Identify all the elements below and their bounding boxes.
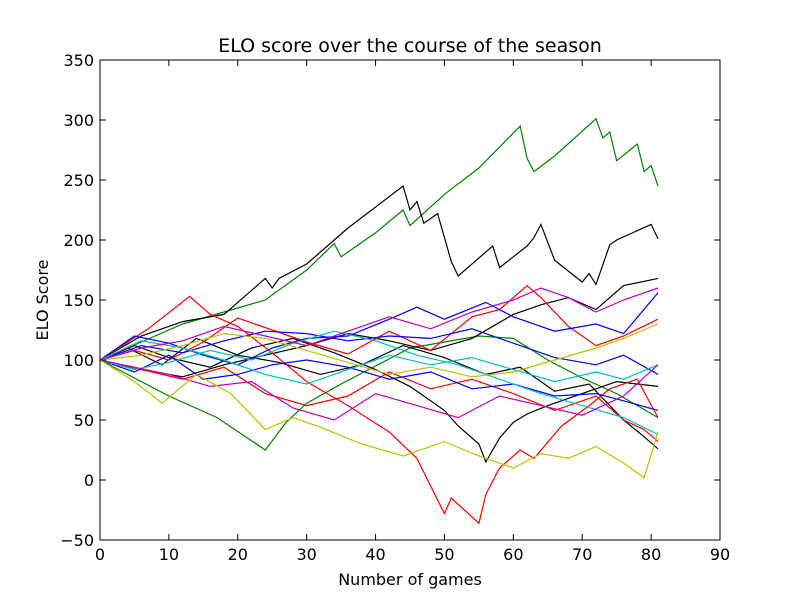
x-tick-label: 50 (434, 545, 454, 564)
x-tick-label: 90 (710, 545, 730, 564)
series-line (99, 359, 659, 421)
x-tick-label: 10 (159, 545, 179, 564)
tick-layer: 0 10 20 30 40 50 60 70 80 90−50050100150200250300… (60, 51, 730, 564)
series-line (99, 340, 659, 385)
series-line (99, 287, 659, 361)
y-tick-label: 200 (63, 231, 94, 250)
x-tick-label: 60 (503, 545, 523, 564)
series-line (99, 323, 659, 378)
y-tick-label: 150 (63, 291, 94, 310)
x-tick-label: 0 (95, 545, 105, 564)
chart-title: ELO score over the course of the season (218, 35, 602, 57)
x-tick-label: 70 (572, 545, 592, 564)
series-line (99, 359, 659, 443)
y-tick-label: 0 (84, 471, 94, 490)
y-tick-label: 50 (74, 411, 94, 430)
series-layer (99, 117, 659, 525)
y-tick-label: 300 (63, 111, 94, 130)
series-line (99, 277, 659, 378)
x-tick-label: 20 (228, 545, 248, 564)
series-line (99, 328, 659, 375)
y-tick-label: 350 (63, 51, 94, 70)
series-line (99, 295, 659, 525)
series-line (99, 335, 659, 451)
series-line (99, 284, 659, 361)
series-line (99, 359, 659, 479)
y-tick-label: 250 (63, 171, 94, 190)
series-line (99, 184, 659, 361)
x-tick-label: 40 (365, 545, 385, 564)
series-line (99, 117, 659, 361)
series-line (99, 354, 659, 411)
x-axis-label: Number of games (338, 570, 482, 589)
y-tick-label: −50 (60, 531, 94, 550)
y-axis-label: ELO Score (33, 260, 52, 341)
x-tick-label: 80 (641, 545, 661, 564)
y-tick-label: 100 (63, 351, 94, 370)
x-tick-label: 30 (296, 545, 316, 564)
series-line (99, 330, 659, 435)
